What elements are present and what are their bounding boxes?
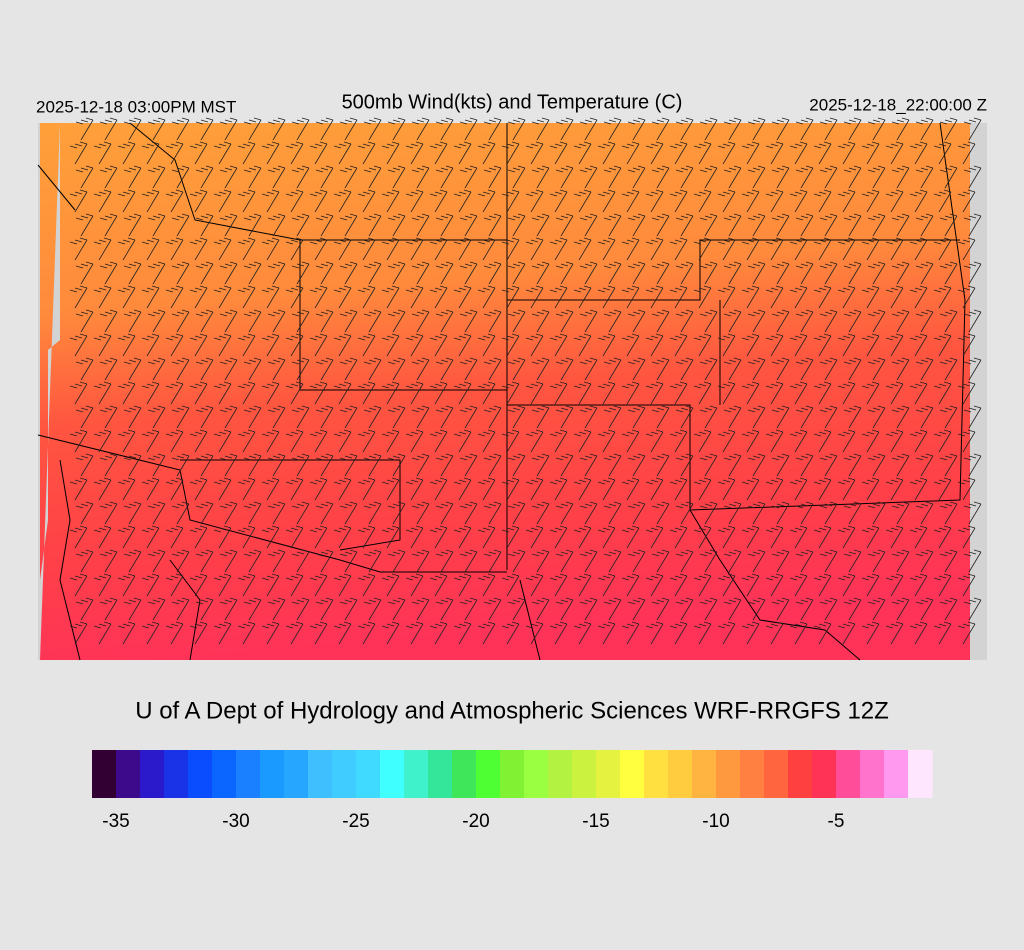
colorbar-box <box>884 750 909 798</box>
colorbar-tick-label: -30 <box>222 811 249 832</box>
colorbar-box <box>332 750 357 798</box>
colorbar-box <box>764 750 789 798</box>
colorbar-box <box>212 750 237 798</box>
colorbar-box <box>284 750 309 798</box>
colorbar-box <box>692 750 717 798</box>
colorbar-box <box>812 750 837 798</box>
colorbar-tick-label: -25 <box>342 811 369 832</box>
colorbar-box <box>572 750 597 798</box>
boundaries <box>37 122 966 661</box>
colorbar-tick-label: -20 <box>462 811 489 832</box>
colorbar-box <box>116 750 141 798</box>
colorbar-box <box>92 750 117 798</box>
valid-time-local: 2025-12-18 03:00PM MST <box>36 97 236 116</box>
colorbar-box <box>428 750 453 798</box>
valid-time-utc: 2025-12-18_22:00:00 Z <box>809 95 987 114</box>
colorbar-box <box>500 750 525 798</box>
temperature-field <box>40 123 970 660</box>
colorbar-tick-label: -35 <box>102 811 129 832</box>
colorbar-box <box>908 750 933 798</box>
colorbar-box <box>236 750 261 798</box>
colorbar-box <box>308 750 333 798</box>
colorbar-box <box>644 750 669 798</box>
colorbar-box <box>860 750 885 798</box>
colorbar-box <box>596 750 621 798</box>
colorbar-tick-label: -15 <box>582 811 609 832</box>
credit: U of A Dept of Hydrology and Atmospheric… <box>135 697 889 724</box>
colorbar-box <box>716 750 741 798</box>
colorbar-box <box>476 750 501 798</box>
colorbar-box <box>788 750 813 798</box>
colorbar-box <box>404 750 429 798</box>
colorbar-box <box>260 750 285 798</box>
colorbar-box <box>140 750 165 798</box>
colorbar-box <box>836 750 861 798</box>
colorbar-box <box>620 750 645 798</box>
colorbar-box <box>164 750 189 798</box>
colorbar-box <box>668 750 693 798</box>
colorbar-box <box>380 750 405 798</box>
colorbar-box <box>740 750 765 798</box>
colorbar-box <box>548 750 573 798</box>
map <box>37 117 987 661</box>
colorbar-box <box>524 750 549 798</box>
edge <box>40 123 60 660</box>
colorbar-tick-label: -10 <box>702 811 729 832</box>
colorbar-tick-label: -5 <box>828 811 845 832</box>
colorbar-box <box>452 750 477 798</box>
colorbar-box <box>356 750 381 798</box>
wind-barbs <box>69 117 982 645</box>
colorbar: -35 -30 -25 -20 -15 -10 -5 <box>92 750 933 832</box>
colorbar-box <box>188 750 213 798</box>
map-title: 500mb Wind(kts) and Temperature (C) <box>342 91 683 113</box>
